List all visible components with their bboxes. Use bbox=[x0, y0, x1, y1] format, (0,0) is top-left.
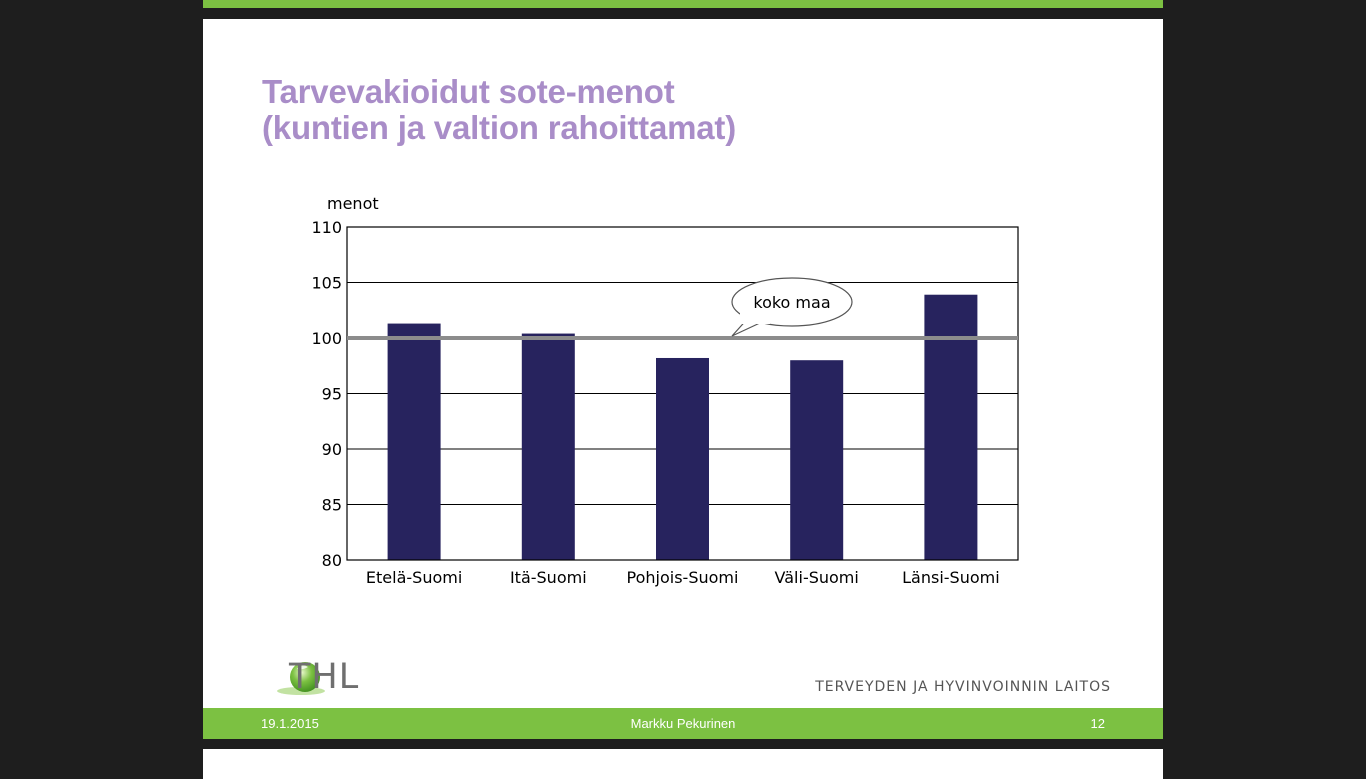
bar bbox=[656, 357, 709, 560]
bar bbox=[790, 360, 844, 560]
thl-logo-icon bbox=[277, 662, 325, 695]
callout-label: koko maa bbox=[753, 293, 830, 312]
x-tick-labels: Etelä-Suomi Itä-Suomi Pohjois-Suomi Väli-Su… bbox=[366, 568, 1000, 587]
top-accent-bar bbox=[203, 0, 1163, 8]
x-tick-label: Itä-Suomi bbox=[510, 568, 587, 587]
y-tick-label: 85 bbox=[322, 496, 342, 515]
y-axis-label: menot bbox=[327, 194, 379, 213]
y-tick-labels: 80 85 90 95 100 105 110 bbox=[311, 218, 342, 570]
callout-pointer-mask bbox=[740, 310, 770, 324]
footer-date: 19.1.2015 bbox=[261, 716, 319, 731]
title-line-1: Tarvevakioidut sote-menot bbox=[262, 73, 675, 110]
bars bbox=[387, 294, 978, 560]
footer-page-number: 12 bbox=[1090, 716, 1105, 731]
bar bbox=[521, 333, 575, 560]
footer-author: Markku Pekurinen bbox=[630, 716, 736, 731]
slide-title: Tarvevakioidut sote-menot (kuntien ja va… bbox=[262, 74, 736, 146]
bar-chart: 80 85 90 95 100 105 110 Etelä-Suomi Itä-Suomi Po… bbox=[311, 194, 1019, 587]
y-tick-label: 80 bbox=[322, 551, 342, 570]
slide: Tarvevakioidut sote-menot (kuntien ja va… bbox=[203, 19, 1163, 739]
title-line-2: (kuntien ja valtion rahoittamat) bbox=[262, 109, 736, 146]
bar bbox=[924, 294, 978, 560]
plot-border bbox=[346, 226, 1019, 561]
y-tick-label: 90 bbox=[322, 440, 342, 459]
x-tick-label: Väli-Suomi bbox=[775, 568, 859, 587]
footer-bar: 19.1.2015 Markku Pekurinen 12 bbox=[203, 708, 1163, 739]
y-tick-label: 105 bbox=[311, 274, 342, 293]
reference-callout: koko maa bbox=[731, 277, 853, 337]
next-slide-preview bbox=[203, 749, 1163, 779]
y-tick-label: 95 bbox=[322, 385, 342, 404]
y-tick-label: 100 bbox=[311, 329, 342, 348]
x-tick-label: Etelä-Suomi bbox=[366, 568, 462, 587]
organization-name: TERVEYDEN JA HYVINVOINNIN LAITOS bbox=[815, 679, 1111, 695]
logo-text: THL bbox=[289, 657, 360, 697]
x-tick-label: Pohjois-Suomi bbox=[627, 568, 739, 587]
bar bbox=[387, 323, 441, 560]
y-tick-label: 110 bbox=[311, 218, 342, 237]
x-tick-label: Länsi-Suomi bbox=[902, 568, 1000, 587]
